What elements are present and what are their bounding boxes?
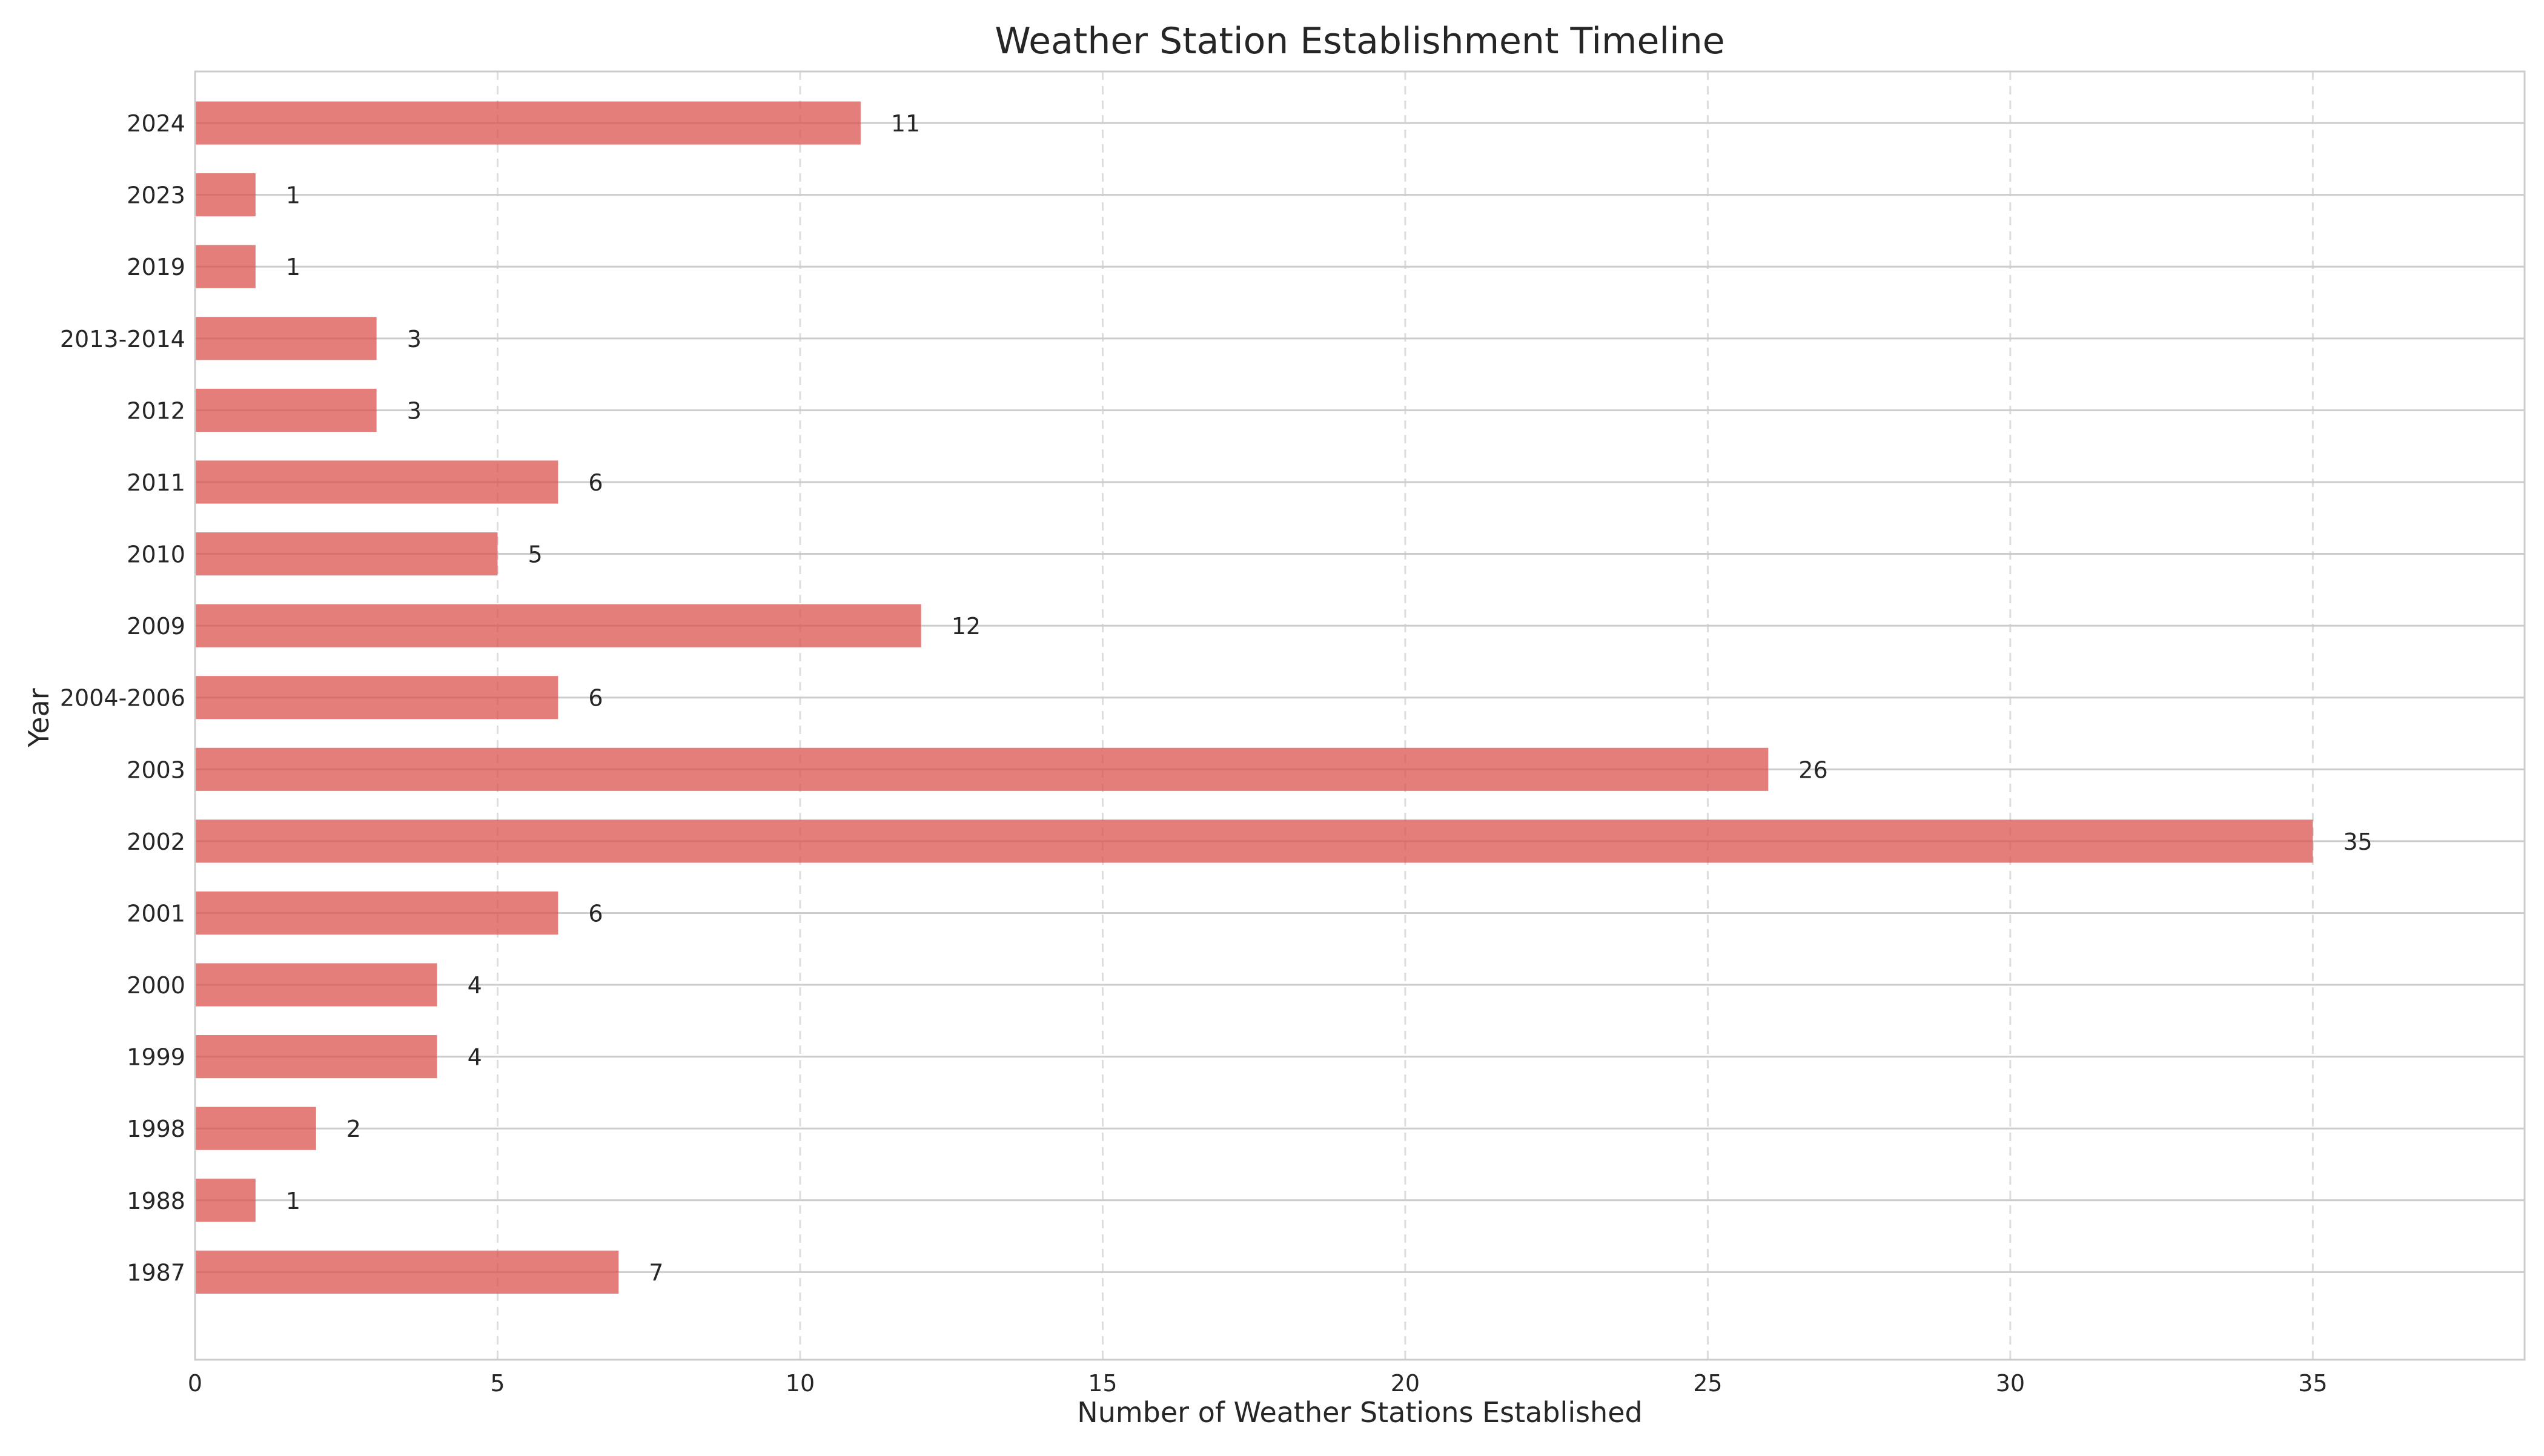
x-tick-label: 35 [2298, 1370, 2327, 1397]
bar [195, 388, 377, 432]
bar-value-label: 2 [346, 1116, 361, 1142]
y-tick-label: 2003 [127, 756, 185, 783]
x-axis-label: Number of Weather Stations Established [1077, 1396, 1642, 1429]
bar-value-label: 6 [588, 685, 603, 712]
bar [195, 245, 256, 288]
y-tick-label: 2000 [127, 972, 185, 999]
y-tick-label: 2019 [127, 254, 185, 280]
grid-lines [195, 71, 2525, 1360]
bar-value-label: 4 [468, 972, 482, 999]
y-tick-label: 2013-2014 [60, 326, 185, 352]
bar-value-label: 26 [1798, 756, 1827, 783]
y-axis-label: Year [22, 688, 55, 747]
y-tick-label: 2004-2006 [60, 685, 185, 712]
bar-value-label: 12 [952, 613, 981, 640]
bar [195, 460, 558, 504]
y-tick-label: 2001 [127, 900, 185, 927]
bar-value-label: 1 [286, 182, 300, 209]
bar-value-label: 7 [649, 1259, 663, 1286]
bar [195, 1035, 437, 1079]
bar [195, 317, 377, 360]
axis-ticks: 0 5 10 15 20 25 30 3519871988199819992000200120… [60, 110, 2328, 1397]
bar [195, 173, 256, 217]
bar [195, 963, 437, 1007]
y-tick-label: 2012 [127, 397, 185, 424]
x-tick-label: 25 [1693, 1370, 1722, 1397]
x-tick-label: 5 [490, 1370, 505, 1397]
plot-area-frame [194, 70, 2526, 1361]
y-tick-label: 1998 [127, 1116, 185, 1142]
bar-value-label: 1 [286, 1188, 300, 1214]
y-tick-label: 1999 [127, 1044, 185, 1071]
y-tick-label: 2002 [127, 829, 185, 855]
bars [195, 101, 2313, 1294]
bar-value-label: 6 [588, 469, 603, 496]
bar [195, 1107, 316, 1150]
y-tick-label: 1988 [127, 1188, 185, 1214]
y-tick-label: 2024 [127, 110, 185, 137]
x-tick-label: 10 [786, 1370, 815, 1397]
bar [195, 819, 2313, 863]
y-tick-label: 2011 [127, 469, 185, 496]
y-tick-label: 2009 [127, 613, 185, 640]
bar-value-label: 5 [528, 541, 542, 568]
x-tick-label: 20 [1391, 1370, 1420, 1397]
bar [195, 747, 1769, 791]
chart-title: Weather Station Establishment Timeline [995, 20, 1724, 62]
bar [195, 676, 558, 720]
x-tick-label: 30 [1996, 1370, 2025, 1397]
bar-value-label: 1 [286, 254, 300, 280]
bar-value-label: 4 [468, 1044, 482, 1071]
bar-value-label: 3 [407, 326, 422, 352]
bar-value-label: 35 [2343, 829, 2372, 855]
y-tick-label: 2023 [127, 182, 185, 209]
bar [195, 891, 558, 935]
x-tick-label: 15 [1088, 1370, 1117, 1397]
bar [195, 604, 921, 647]
bar [195, 1250, 619, 1294]
bar-value-label: 6 [588, 900, 603, 927]
x-tick-label: 0 [188, 1370, 202, 1397]
bar-value-label: 3 [407, 397, 422, 424]
bar [195, 1179, 256, 1222]
bar [195, 532, 498, 576]
bar [195, 101, 861, 145]
bar-value-label: 11 [891, 110, 920, 137]
y-tick-label: 2010 [127, 541, 185, 568]
y-tick-label: 1987 [127, 1259, 185, 1286]
